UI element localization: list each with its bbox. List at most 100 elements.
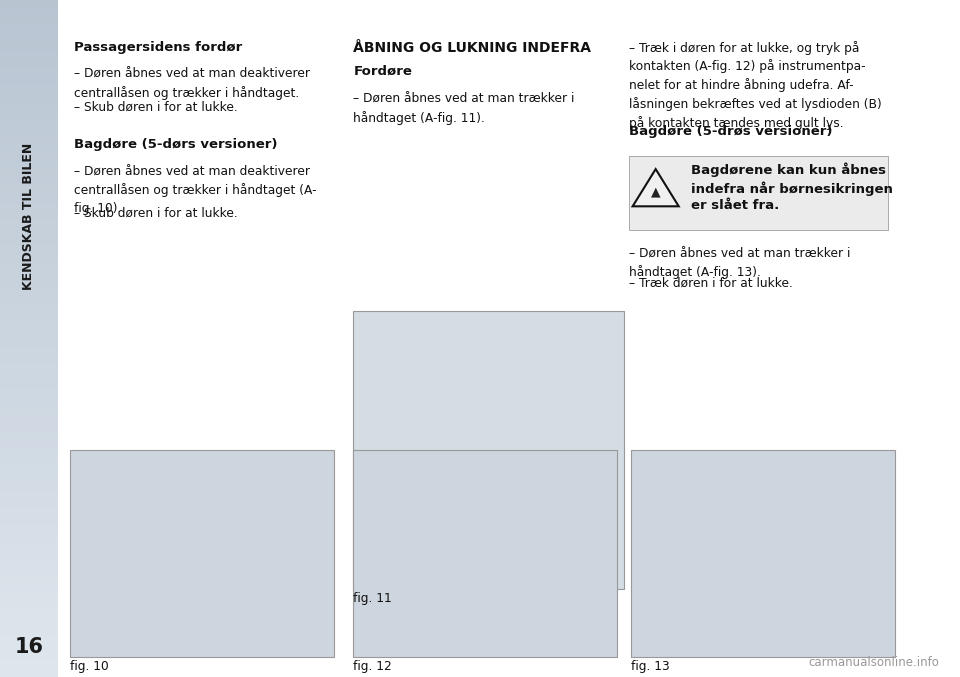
Bar bbox=[0, 246, 58, 254]
Text: Bagdørene kan kun åbnes
indefra når børnesikringen
er slået fra.: Bagdørene kan kun åbnes indefra når børn… bbox=[691, 162, 893, 212]
Bar bbox=[0, 414, 58, 423]
Bar bbox=[0, 288, 58, 297]
Text: fig. 12: fig. 12 bbox=[353, 660, 392, 673]
Text: Bagdøre (5-dørs versioner): Bagdøre (5-dørs versioner) bbox=[74, 138, 277, 151]
Bar bbox=[0, 567, 58, 575]
Bar bbox=[0, 397, 58, 406]
Bar bbox=[0, 144, 58, 152]
Text: 16: 16 bbox=[14, 636, 43, 657]
Bar bbox=[0, 93, 58, 102]
Text: fig. 13: fig. 13 bbox=[631, 660, 669, 673]
Bar bbox=[0, 127, 58, 135]
Bar bbox=[0, 601, 58, 609]
Bar bbox=[0, 59, 58, 68]
Bar bbox=[353, 311, 624, 589]
Bar bbox=[0, 135, 58, 144]
Bar bbox=[0, 448, 58, 457]
Text: Passagersidens fordør: Passagersidens fordør bbox=[74, 41, 242, 53]
Bar bbox=[0, 203, 58, 211]
Bar bbox=[0, 364, 58, 372]
Bar bbox=[0, 313, 58, 322]
Bar bbox=[0, 177, 58, 186]
Bar bbox=[0, 592, 58, 601]
Bar bbox=[0, 254, 58, 262]
Bar bbox=[0, 160, 58, 169]
Bar bbox=[0, 466, 58, 474]
Bar bbox=[0, 617, 58, 626]
Text: – Døren åbnes ved at man deaktiverer
centrallåsen og trækker i håndtaget.: – Døren åbnes ved at man deaktiverer cen… bbox=[74, 68, 310, 100]
Text: ÅBNING OG LUKNING INDEFRA: ÅBNING OG LUKNING INDEFRA bbox=[353, 41, 591, 55]
Bar bbox=[0, 237, 58, 246]
Text: – Skub døren i for at lukke.: – Skub døren i for at lukke. bbox=[74, 100, 238, 113]
Bar bbox=[0, 186, 58, 195]
Text: Bagdøre (5-drøs versioner): Bagdøre (5-drøs versioner) bbox=[629, 125, 832, 138]
Bar bbox=[0, 525, 58, 533]
Bar bbox=[0, 457, 58, 466]
Bar bbox=[0, 322, 58, 330]
Bar bbox=[0, 643, 58, 651]
Bar bbox=[0, 651, 58, 660]
Bar bbox=[0, 25, 58, 34]
Bar bbox=[0, 102, 58, 110]
Text: – Døren åbnes ved at man trækker i
håndtaget (A-fig. 11).: – Døren åbnes ved at man trækker i håndt… bbox=[353, 93, 575, 125]
Bar bbox=[70, 450, 334, 657]
Text: fig. 11: fig. 11 bbox=[353, 592, 392, 605]
Bar bbox=[0, 355, 58, 364]
Bar bbox=[0, 110, 58, 118]
Bar bbox=[0, 406, 58, 414]
Bar bbox=[0, 152, 58, 160]
Bar bbox=[0, 42, 58, 51]
Bar bbox=[0, 68, 58, 76]
Bar bbox=[0, 635, 58, 643]
Bar bbox=[0, 500, 58, 508]
Bar bbox=[0, 330, 58, 338]
Bar bbox=[0, 271, 58, 279]
Bar bbox=[0, 169, 58, 177]
Bar bbox=[0, 575, 58, 584]
Bar bbox=[0, 542, 58, 550]
Bar bbox=[0, 220, 58, 229]
Bar bbox=[0, 347, 58, 355]
Bar bbox=[0, 609, 58, 617]
Text: – Træk døren i for at lukke.: – Træk døren i for at lukke. bbox=[629, 276, 793, 289]
Bar bbox=[0, 338, 58, 347]
Bar bbox=[0, 440, 58, 448]
Bar bbox=[0, 211, 58, 220]
Bar bbox=[0, 372, 58, 380]
Bar bbox=[0, 262, 58, 271]
Bar bbox=[0, 229, 58, 237]
Text: carmanualsonline.info: carmanualsonline.info bbox=[808, 656, 939, 669]
Bar bbox=[0, 669, 58, 677]
Bar bbox=[0, 516, 58, 525]
Bar bbox=[353, 450, 617, 657]
Text: – Døren åbnes ved at man deaktiverer
centrallåsen og trækker i håndtaget (A-
fig: – Døren åbnes ved at man deaktiverer cen… bbox=[74, 165, 317, 215]
Text: KENDSKAB TIL BILEN: KENDSKAB TIL BILEN bbox=[22, 143, 36, 290]
Bar bbox=[0, 626, 58, 635]
Text: – Døren åbnes ved at man trækker i
håndtaget (A-fig. 13).: – Døren åbnes ved at man trækker i håndt… bbox=[629, 247, 851, 279]
Bar bbox=[0, 17, 58, 25]
Bar bbox=[0, 389, 58, 397]
Bar bbox=[0, 423, 58, 432]
Bar bbox=[0, 0, 58, 8]
Bar bbox=[0, 491, 58, 500]
Bar bbox=[0, 508, 58, 516]
Bar bbox=[0, 533, 58, 542]
Bar bbox=[0, 380, 58, 389]
Text: – Skub døren i for at lukke.: – Skub døren i for at lukke. bbox=[74, 206, 238, 219]
Bar bbox=[0, 279, 58, 288]
Text: – Træk i døren for at lukke, og tryk på
kontakten (A-fig. 12) på instrumentpa-
n: – Træk i døren for at lukke, og tryk på … bbox=[629, 41, 881, 130]
Text: fig. 10: fig. 10 bbox=[70, 660, 108, 673]
Bar bbox=[0, 474, 58, 482]
Bar bbox=[0, 482, 58, 491]
Bar bbox=[631, 450, 895, 657]
Bar bbox=[0, 550, 58, 559]
Bar bbox=[0, 195, 58, 203]
Bar bbox=[0, 34, 58, 42]
Bar bbox=[0, 9, 58, 17]
Bar bbox=[629, 156, 888, 230]
Bar bbox=[0, 85, 58, 93]
Text: Fordøre: Fordøre bbox=[353, 64, 412, 77]
Bar bbox=[0, 297, 58, 305]
Bar bbox=[0, 118, 58, 127]
Bar bbox=[0, 559, 58, 567]
